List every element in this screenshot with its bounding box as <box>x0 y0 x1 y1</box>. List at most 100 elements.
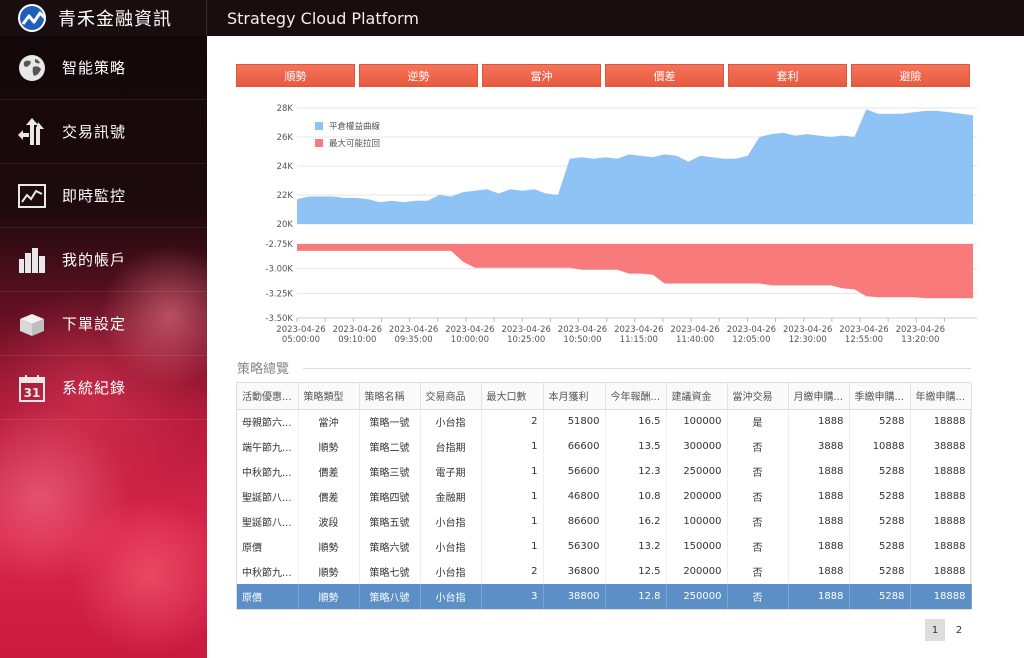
table-cell: 金融期 <box>420 484 482 509</box>
table-cell: 5288 <box>849 559 911 584</box>
column-header[interactable]: 建議資金 <box>666 383 728 410</box>
table-cell: 母親節六... <box>237 409 299 434</box>
table-cell: 13.2 <box>605 534 667 559</box>
tab-trend[interactable]: 順勢 <box>236 64 355 87</box>
arrows-icon <box>16 116 48 148</box>
table-cell: 1888 <box>788 409 850 434</box>
table-cell: 否 <box>727 559 789 584</box>
column-header[interactable]: 本月獲利 <box>543 383 606 410</box>
column-header[interactable]: 最大口數 <box>481 383 544 410</box>
column-header[interactable]: 策略名稱 <box>359 383 421 410</box>
sidebar-item-label: 系統紀錄 <box>62 379 127 397</box>
table-cell: 1888 <box>788 459 850 484</box>
table-cell: 電子期 <box>420 459 482 484</box>
x-tick-label: 2023-04-26 <box>896 325 945 335</box>
table-row[interactable]: 母親節六... 當沖 策略一號 小台指 2 51800 16.5 100000 是 1888 528… <box>237 409 972 434</box>
table-cell: 5288 <box>849 409 911 434</box>
table-cell: 策略六號 <box>359 534 421 559</box>
table-cell: 2 <box>481 409 544 434</box>
table-cell: 是 <box>727 409 789 434</box>
sidebar: 智能策略 交易訊號 即時監控 <box>0 36 207 658</box>
table-cell: 否 <box>727 484 789 509</box>
tab-spread[interactable]: 價差 <box>605 64 724 87</box>
table-cell: 策略四號 <box>359 484 421 509</box>
table-row[interactable]: 原價 順勢 策略六號 小台指 1 56300 13.2 150000 否 1888 5288 1888… <box>237 534 972 559</box>
table-cell: 13.5 <box>605 434 667 459</box>
brand-logo-icon <box>18 4 46 32</box>
x-tick-label: 2023-04-26 <box>445 325 494 335</box>
table-cell: 200000 <box>666 484 728 509</box>
sidebar-item-smart-strategy[interactable]: 智能策略 <box>0 36 207 100</box>
tab-day-trade[interactable]: 當沖 <box>482 64 601 87</box>
column-header[interactable]: 年繳申購... <box>910 383 972 410</box>
sidebar-item-live-monitor[interactable]: 即時監控 <box>0 164 207 228</box>
table-cell: 5288 <box>849 484 911 509</box>
table-cell: 250000 <box>666 459 728 484</box>
column-header[interactable]: 月繳申購... <box>788 383 850 410</box>
table-cell: 1888 <box>788 584 850 609</box>
table-row[interactable]: 中秋節九... 價差 策略三號 電子期 1 56600 12.3 250000 否 1888 528… <box>237 459 972 484</box>
table-row[interactable]: 聖誕節八... 波段 策略五號 小台指 1 86600 16.2 100000 否 1888 528… <box>237 509 972 534</box>
line-chart-icon <box>16 180 48 212</box>
table-cell: 1888 <box>788 484 850 509</box>
sidebar-item-my-account[interactable]: 我的帳戶 <box>0 228 207 292</box>
table-cell: 聖誕節八... <box>237 509 299 534</box>
column-header[interactable]: 策略類型 <box>298 383 360 410</box>
table-cell: 300000 <box>666 434 728 459</box>
table-cell: 否 <box>727 434 789 459</box>
table-cell: 3888 <box>788 434 850 459</box>
column-header[interactable]: 季繳申購... <box>849 383 911 410</box>
table-cell: 策略八號 <box>359 584 421 609</box>
page-button-2[interactable]: 2 <box>955 624 963 636</box>
column-header[interactable]: 當沖交易 <box>727 383 789 410</box>
x-tick-label: 10:25:00 <box>507 335 545 345</box>
table-cell: 36800 <box>543 559 606 584</box>
table-cell: 56300 <box>543 534 606 559</box>
brand-logo[interactable]: 青禾金融資訊 <box>0 0 207 36</box>
tab-hedge[interactable]: 避險 <box>851 64 970 87</box>
y-tick-label: 24K <box>277 162 294 172</box>
sidebar-item-order-settings[interactable]: 下單設定 <box>0 292 207 356</box>
svg-text:31: 31 <box>24 386 41 400</box>
column-header[interactable]: 交易商品 <box>420 383 482 410</box>
table-cell: 1 <box>481 509 544 534</box>
table-row[interactable]: 端午節九... 順勢 策略二號 台指期 1 66600 13.5 300000 否 3888 108… <box>237 434 972 459</box>
drawdown-area <box>297 244 973 299</box>
sidebar-item-system-log[interactable]: 31 系統紀錄 <box>0 356 207 420</box>
x-tick-label: 2023-04-26 <box>333 325 382 335</box>
table-cell: 16.5 <box>605 409 667 434</box>
table-cell: 5288 <box>849 509 911 534</box>
column-header[interactable]: 活動優惠... <box>237 383 299 410</box>
table-cell: 策略三號 <box>359 459 421 484</box>
legend-label: 最大可能拉回 <box>329 138 380 149</box>
table-row[interactable]: 聖誕節八... 價差 策略四號 金融期 1 46800 10.8 200000 否 1888 528… <box>237 484 972 509</box>
table-cell: 否 <box>727 509 789 534</box>
tab-counter-trend[interactable]: 逆勢 <box>359 64 478 87</box>
table-cell: 12.8 <box>605 584 667 609</box>
column-header[interactable]: 今年報酬... <box>605 383 667 410</box>
table-cell: 價差 <box>298 484 360 509</box>
strategy-type-tabs: 順勢 逆勢 當沖 價差 套利 避險 <box>236 64 970 87</box>
table-cell: 1 <box>481 484 544 509</box>
sidebar-item-trade-signals[interactable]: 交易訊號 <box>0 100 207 164</box>
table-cell: 1 <box>481 459 544 484</box>
table-cell: 10.8 <box>605 484 667 509</box>
table-cell: 中秋節九... <box>237 459 299 484</box>
y-tick-label: -3.00K <box>265 265 293 275</box>
x-tick-label: 2023-04-26 <box>839 325 888 335</box>
brand-name: 青禾金融資訊 <box>58 9 172 30</box>
table-cell: 46800 <box>543 484 606 509</box>
table-cell: 100000 <box>666 509 728 534</box>
table-cell: 中秋節九... <box>237 559 299 584</box>
table-cell: 56600 <box>543 459 606 484</box>
table-row[interactable]: 中秋節九... 順勢 策略七號 小台指 2 36800 12.5 200000 否 1888 528… <box>237 559 972 584</box>
page-button-1[interactable]: 1 <box>925 619 945 641</box>
table-cell: 否 <box>727 534 789 559</box>
table-cell: 小台指 <box>420 584 482 609</box>
table-row[interactable]: 原價 順勢 策略八號 小台指 3 38800 12.8 250000 否 1888 5288 1888… <box>237 584 972 609</box>
table-cell: 小台指 <box>420 559 482 584</box>
tab-arbitrage[interactable]: 套利 <box>728 64 847 87</box>
box-icon <box>16 308 48 340</box>
x-tick-label: 09:10:00 <box>338 335 376 345</box>
